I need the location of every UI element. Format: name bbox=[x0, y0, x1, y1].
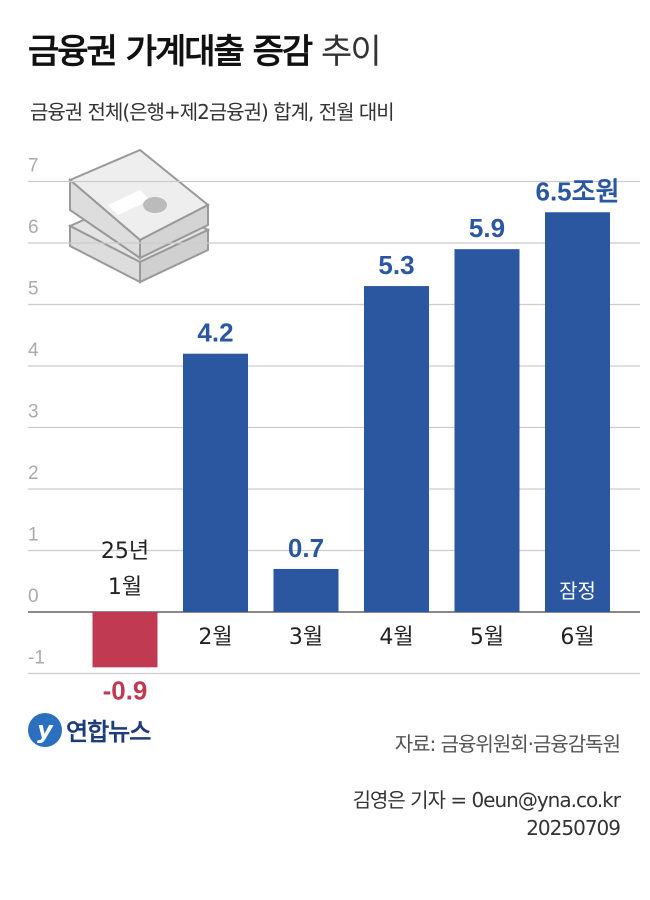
money-stack-icon bbox=[67, 148, 211, 284]
y-tick-label: 5 bbox=[28, 279, 39, 300]
source: 자료: 금융위원회·금융감독원 bbox=[394, 732, 621, 756]
y-tick-label: -1 bbox=[28, 648, 45, 669]
reporter: 김영은 기자 = 0eun@yna.co.kr bbox=[352, 788, 621, 812]
annotation-provisional: 잠정 bbox=[559, 579, 596, 603]
logo-text: 연합뉴스 bbox=[66, 718, 151, 746]
bar bbox=[183, 353, 248, 612]
x-tick-label: 25년 bbox=[101, 539, 149, 564]
bar bbox=[273, 568, 339, 612]
bar bbox=[545, 212, 610, 612]
data-label: 6.5조원 bbox=[536, 176, 620, 206]
y-tick-label: 1 bbox=[28, 525, 39, 546]
page-title: 금융권 가계대출 증감 추이 bbox=[28, 24, 382, 73]
subtitle: 금융권 전체(은행+제2금융권) 합계, 전월 대비 bbox=[30, 100, 395, 124]
data-label: 4.2 bbox=[197, 318, 233, 348]
y-tick-label: 7 bbox=[28, 156, 39, 177]
data-label: 0.7 bbox=[288, 533, 324, 563]
bar bbox=[92, 612, 158, 668]
y-tick-label: 6 bbox=[28, 217, 39, 238]
bar bbox=[364, 286, 429, 612]
logo-mark: y bbox=[28, 712, 62, 747]
x-tick-label: 5월 bbox=[470, 625, 504, 650]
x-tick-label: 4월 bbox=[379, 625, 413, 650]
y-tick-label: 2 bbox=[28, 463, 39, 484]
x-tick-label: 6월 bbox=[560, 625, 594, 650]
data-label: 5.3 bbox=[378, 250, 414, 280]
yonhap-logo: y 연합뉴스 bbox=[28, 712, 151, 747]
bar bbox=[454, 249, 520, 612]
y-tick-label: 4 bbox=[28, 340, 39, 361]
bar-chart: -1 0 1 2 3 4 5 6 7 -0.9 25년 1월 4.2 2월 0.7 3월 5.3 4월 5.9 5월… bbox=[28, 148, 640, 705]
y-tick-label: 0 bbox=[28, 586, 39, 607]
title-bold: 금융권 가계대출 증감 bbox=[28, 32, 313, 72]
x-tick-label: 1월 bbox=[108, 575, 142, 600]
data-label: 5.9 bbox=[469, 213, 505, 243]
y-tick-label: 3 bbox=[28, 402, 39, 423]
date: 20250709 bbox=[526, 816, 621, 840]
data-label: -0.9 bbox=[103, 675, 148, 705]
x-tick-label: 3월 bbox=[289, 625, 323, 650]
x-tick-label: 2월 bbox=[198, 625, 232, 650]
title-light: 추이 bbox=[321, 32, 382, 72]
credit: 김영은 기자 = 0eun@yna.co.kr 20250709 bbox=[352, 786, 621, 842]
